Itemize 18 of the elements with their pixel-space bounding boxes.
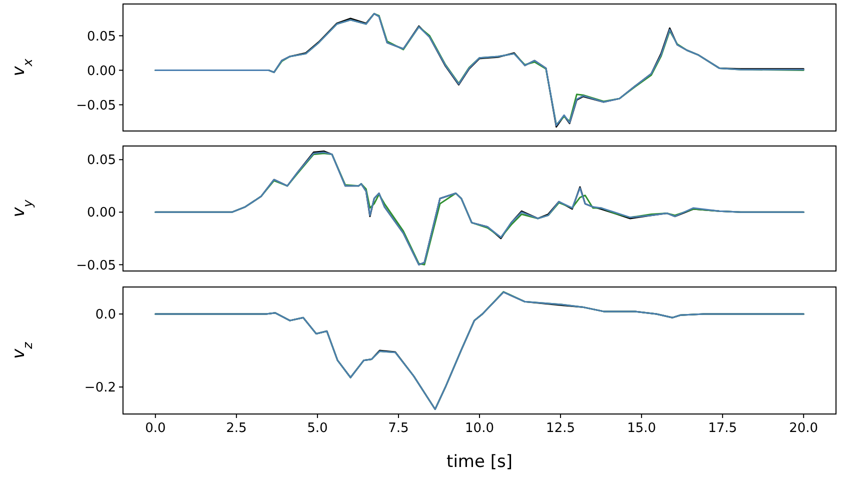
x-tick-label: 17.5 <box>708 421 738 436</box>
y-tick-label: −0.05 <box>76 98 116 114</box>
y-tick-label: −0.05 <box>76 258 116 274</box>
x-axis-title: time [s] <box>446 452 512 472</box>
y-tick-label: 0.05 <box>87 153 116 168</box>
x-tick-label: 0.0 <box>145 421 166 436</box>
x-tick-label: 10.0 <box>465 421 494 436</box>
x-tick-label: 7.5 <box>388 421 409 436</box>
x-tick-label: 5.0 <box>307 421 328 436</box>
x-tick-label: 20.0 <box>789 421 818 436</box>
y-tick-label: 0.00 <box>87 64 116 79</box>
y-tick-label: 0.00 <box>87 206 116 221</box>
y-tick-label: 0.0 <box>95 308 116 323</box>
x-tick-label: 15.0 <box>627 421 656 436</box>
y-tick-label: 0.05 <box>87 29 116 44</box>
x-tick-label: 12.5 <box>546 421 575 436</box>
x-tick-label: 2.5 <box>226 421 247 436</box>
y-tick-label: −0.2 <box>84 380 116 396</box>
